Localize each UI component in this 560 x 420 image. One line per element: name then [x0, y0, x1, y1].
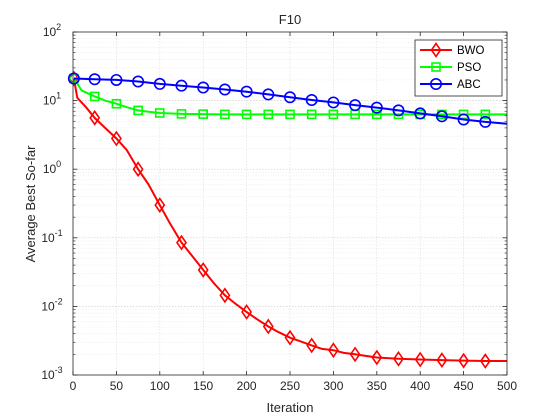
data-point-abc	[414, 107, 427, 120]
data-point-pso	[241, 109, 252, 120]
legend-item-pso: PSO	[420, 62, 481, 74]
series-line-pso	[73, 77, 507, 116]
data-point-pso	[285, 109, 295, 120]
x-tick-label: 400	[410, 379, 430, 393]
x-tick-label: 350	[367, 379, 387, 393]
data-point-bwo	[89, 109, 101, 126]
y-tick-label: 101	[43, 91, 61, 108]
x-tick-label: 200	[237, 379, 257, 393]
y-tick-labels: 10-3 10-2 10-1 100 101 102	[41, 22, 62, 382]
x-tick-label: 300	[323, 379, 343, 393]
data-point-abc	[88, 73, 101, 86]
data-point-abc	[132, 75, 145, 88]
data-point-abc	[370, 101, 383, 114]
data-point-abc	[67, 72, 80, 85]
data-point-pso	[328, 109, 339, 120]
data-point-abc	[457, 113, 470, 126]
data-point-abc	[218, 83, 231, 96]
legend-marker-pso	[431, 62, 441, 72]
data-point-pso	[263, 109, 274, 120]
grid	[73, 32, 507, 375]
data-point-bwo	[154, 197, 166, 213]
data-point-abc	[197, 81, 210, 94]
x-tick-label: 100	[150, 379, 170, 393]
data-point-bwo	[68, 70, 80, 87]
data-point-bwo	[241, 304, 253, 320]
data-point-abc	[435, 110, 448, 123]
watermark: CSDN @心0升明月	[435, 395, 549, 410]
data-point-pso	[155, 108, 165, 118]
x-tick-label: 450	[454, 379, 474, 393]
data-point-pso	[198, 109, 208, 119]
data-point-bwo	[219, 287, 231, 304]
data-point-bwo	[458, 352, 470, 369]
legend-marker-bwo	[430, 42, 442, 58]
y-tick-label: 100	[43, 159, 61, 176]
data-point-pso	[111, 98, 122, 109]
x-tick-label: 150	[193, 379, 213, 393]
series-bwo	[68, 70, 507, 369]
legend-item-abc: ABC	[420, 78, 481, 91]
data-point-bwo	[371, 349, 383, 366]
data-point-pso	[480, 109, 491, 120]
data-point-abc	[283, 91, 296, 104]
data-point-bwo	[414, 351, 426, 368]
x-tick-label: 0	[70, 379, 77, 393]
data-point-pso	[458, 109, 469, 120]
data-point-abc	[175, 79, 188, 92]
data-point-abc	[110, 73, 123, 86]
data-point-bwo	[436, 352, 448, 368]
data-point-abc	[349, 99, 362, 112]
data-point-pso	[176, 109, 187, 119]
y-axis-label: Average Best So-far	[23, 145, 38, 262]
data-point-pso	[133, 105, 143, 116]
data-point-bwo	[327, 342, 339, 359]
data-point-pso	[371, 109, 382, 120]
legend-marker-abc	[429, 78, 442, 91]
data-point-bwo	[262, 318, 274, 335]
data-point-bwo	[110, 130, 122, 147]
x-tick-labels: 0 50 100 150 200 250 300 350 400 450 500	[70, 379, 518, 393]
legend-item-bwo: BWO	[420, 42, 485, 58]
data-point-abc	[240, 85, 253, 98]
series-abc	[67, 72, 508, 128]
series-layer	[67, 70, 508, 369]
x-tick-label: 500	[497, 379, 517, 393]
legend-label-bwo: BWO	[457, 45, 485, 57]
ticks	[72, 31, 508, 376]
series-line-abc	[73, 77, 508, 125]
y-tick-label: 10-1	[41, 228, 62, 245]
data-point-abc	[262, 88, 275, 101]
legend-label-abc: ABC	[457, 79, 481, 91]
y-tick-label: 10-2	[41, 296, 62, 313]
legend: BWO PSO ABC	[414, 39, 503, 97]
data-point-pso	[306, 109, 317, 120]
data-point-abc	[392, 104, 405, 117]
data-point-abc	[305, 94, 318, 107]
data-point-abc	[327, 96, 340, 109]
x-tick-label: 50	[110, 379, 124, 393]
data-point-bwo	[197, 262, 209, 278]
data-point-pso	[89, 91, 100, 102]
data-point-bwo	[393, 350, 404, 367]
data-point-pso	[220, 109, 230, 120]
data-point-bwo	[176, 234, 187, 251]
data-point-bwo	[284, 329, 296, 346]
y-tick-label: 102	[43, 22, 61, 39]
chart-title: F10	[279, 12, 301, 27]
x-tick-label: 250	[280, 379, 300, 393]
data-point-bwo	[306, 337, 318, 354]
x-axis-label: Iteration	[267, 400, 314, 415]
data-point-abc	[153, 77, 166, 90]
data-point-bwo	[349, 346, 361, 363]
data-point-bwo	[132, 161, 144, 178]
data-point-abc	[479, 115, 492, 128]
legend-label-pso: PSO	[457, 62, 481, 74]
y-tick-label: 10-3	[41, 365, 62, 382]
data-point-bwo	[479, 353, 491, 369]
